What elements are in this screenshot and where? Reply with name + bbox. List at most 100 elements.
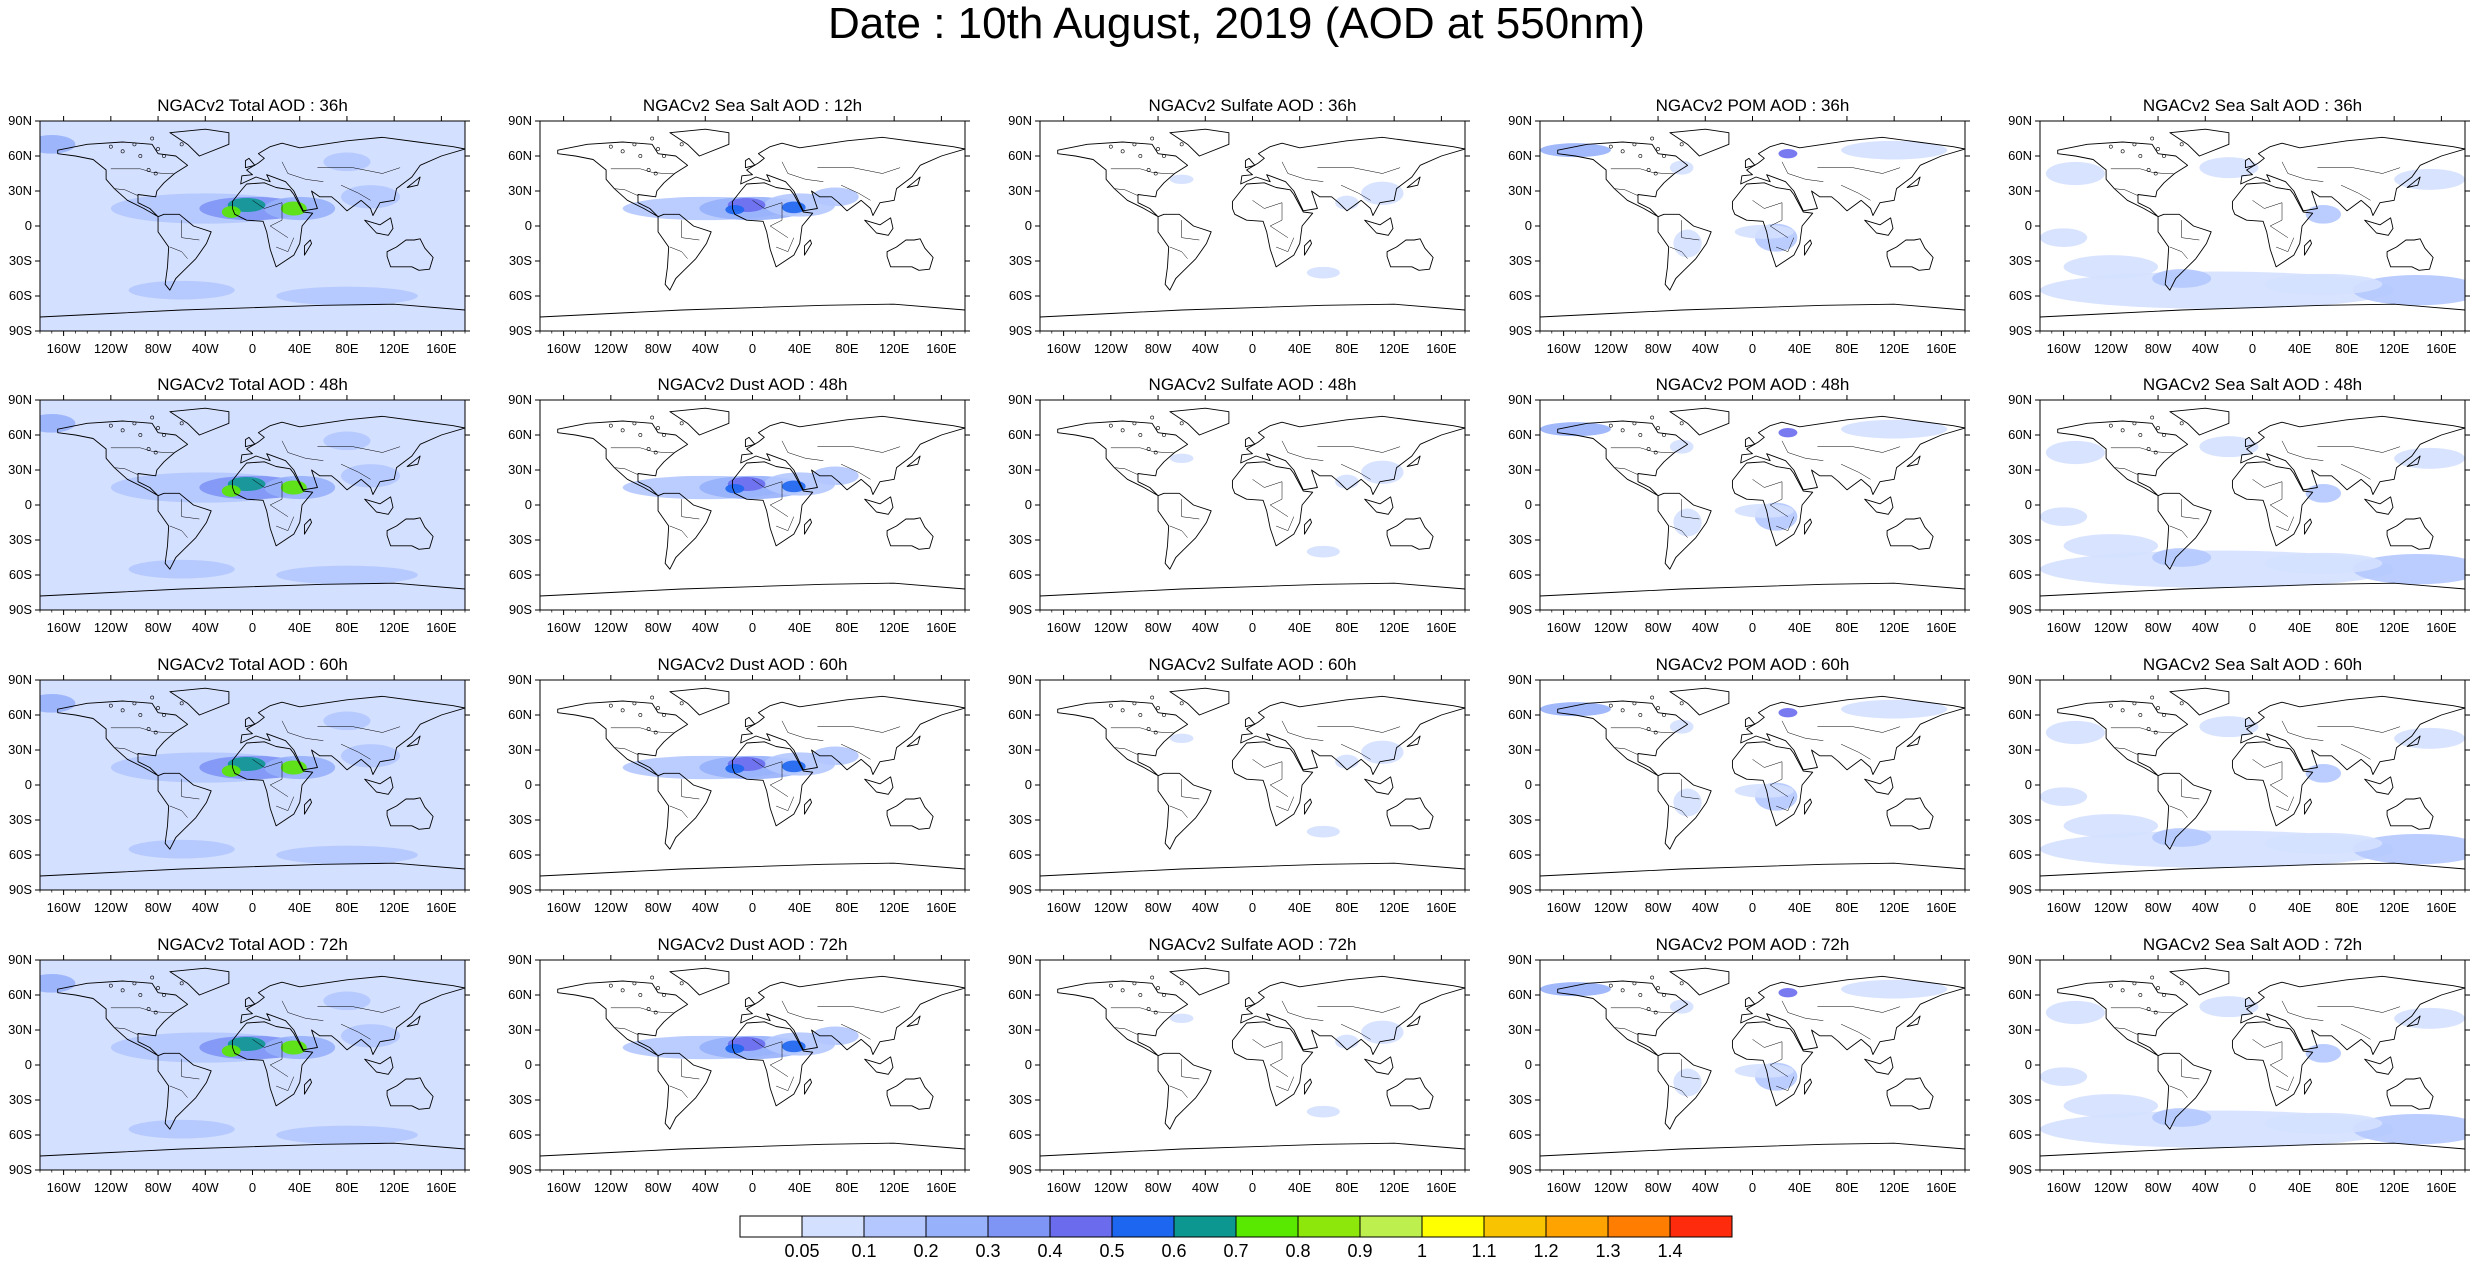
lat-tick-label: 30S [9,1092,32,1107]
country-border [840,184,871,201]
lake-outline [2108,423,2113,428]
coastline [1169,128,1230,157]
coastline [157,213,212,291]
country-border [840,1023,871,1040]
antarctica-coastline [1040,582,1465,597]
country-border [2169,525,2188,538]
aod-plume [1841,699,1948,719]
lon-tick-label: 40E [1288,900,1311,915]
map-panel: NGACv2 Sea Salt AOD : 60h 90N 60N 30N 0 30S 60… [2008,655,2470,915]
lake-outline [653,171,658,176]
lon-tick-label: 80W [645,1180,672,1195]
country-border [681,220,700,241]
antarctica-coastline [540,1142,965,1157]
country-border [610,168,674,174]
lon-tick-label: 80E [1335,900,1358,915]
coastline [1303,1078,1312,1095]
map-panel: NGACv2 Sea Salt AOD : 36h 90N 60N 30N 0 30S 60… [2008,96,2470,356]
colorbar-label: 0.9 [1347,1241,1372,1261]
map-panel: NGACv2 POM AOD : 36h 90N 60N 30N 0 30S 60S 90S 1… [1508,96,1970,356]
lon-tick-label: 0 [1249,1180,1256,1195]
lat-tick-label: 30N [508,462,532,477]
country-border [317,167,401,174]
lake-outline [156,426,160,430]
lat-tick-label: 60N [1508,427,1532,442]
lake-outline [153,730,158,735]
lake-outline [1179,142,1184,147]
lon-tick-label: 40E [288,900,311,915]
lake-outline [662,713,666,717]
lon-tick-label: 40W [2192,620,2219,635]
country-border [1281,440,1324,461]
lake-outline [2120,428,2125,433]
aod-plume [1361,740,1404,764]
antarctica-coastline [2040,862,2465,877]
coastline [240,695,465,775]
lat-tick-label: 60N [1008,427,1032,442]
coastline [1244,436,1256,448]
lat-tick-label: 60S [1509,1127,1532,1142]
lake-outline [162,713,166,717]
lake-outline [138,713,143,717]
country-border [1276,516,1295,531]
figure-title: Date : 10th August, 2019 (AOD at 550nm) [828,0,1645,48]
lon-tick-label: 80E [835,620,858,635]
aod-plume [1778,428,1798,438]
coastline [1303,798,1312,815]
coastline [669,407,730,436]
country-border [669,805,688,818]
coastline [1864,1056,1894,1075]
lake-outline [1120,708,1125,713]
lon-tick-label: 160W [1547,1180,1582,1195]
lake-outline [620,988,625,993]
lon-tick-label: 160E [1926,900,1957,915]
coastline [231,182,314,268]
aod-plume [2199,436,2259,458]
country-border [1614,1027,1639,1035]
lake-outline [2132,981,2137,986]
country-border [110,447,174,453]
country-border [1252,1039,1289,1077]
coastline [1157,1052,1212,1130]
coastline [1169,407,1230,436]
coastline [1557,141,1689,218]
map-panel: NGACv2 Dust AOD : 60h 90N 60N 30N 0 30S 60S 90S… [508,655,970,915]
lake-outline [138,154,143,158]
lat-tick-label: 60N [8,148,32,163]
coastline [669,128,730,157]
lake-outline [146,727,151,731]
coastline [1864,496,1894,515]
coastline [2386,1077,2434,1110]
lake-outline [2132,142,2137,147]
lake-outline [650,136,655,141]
coastline [1386,517,1434,550]
country-border [752,759,789,797]
lat-tick-label: 30N [1508,183,1532,198]
lake-outline [156,147,160,151]
lat-tick-label: 90N [508,672,532,687]
coastline [906,455,921,467]
antarctica-coastline [1540,1142,1965,1157]
aod-plume [1169,1013,1194,1023]
country-border [2110,727,2174,733]
lat-tick-label: 60N [508,987,532,1002]
lake-outline [2153,171,2158,176]
coastline [1057,700,1189,777]
map-panel: NGACv2 Sulfate AOD : 36h 90N 60N 30N 0 30S 60S… [1008,96,1470,356]
lat-tick-label: 90N [1008,672,1032,687]
lat-tick-label: 90N [508,392,532,407]
coastline [1740,415,1965,495]
lon-tick-label: 120W [2094,620,2129,635]
lake-outline [120,149,125,154]
lon-tick-label: 80E [1335,341,1358,356]
lat-tick-label: 60N [2008,987,2032,1002]
colorbar-swatch [739,1215,803,1238]
lat-tick-label: 60S [1509,847,1532,862]
lat-tick-label: 60N [8,987,32,1002]
map-background [540,121,965,331]
lake-outline [1646,447,1651,451]
lon-tick-label: 160W [547,1180,582,1195]
lake-outline [2153,730,2158,735]
aod-plume [1734,503,1794,518]
antarctica-coastline [1040,303,1465,318]
